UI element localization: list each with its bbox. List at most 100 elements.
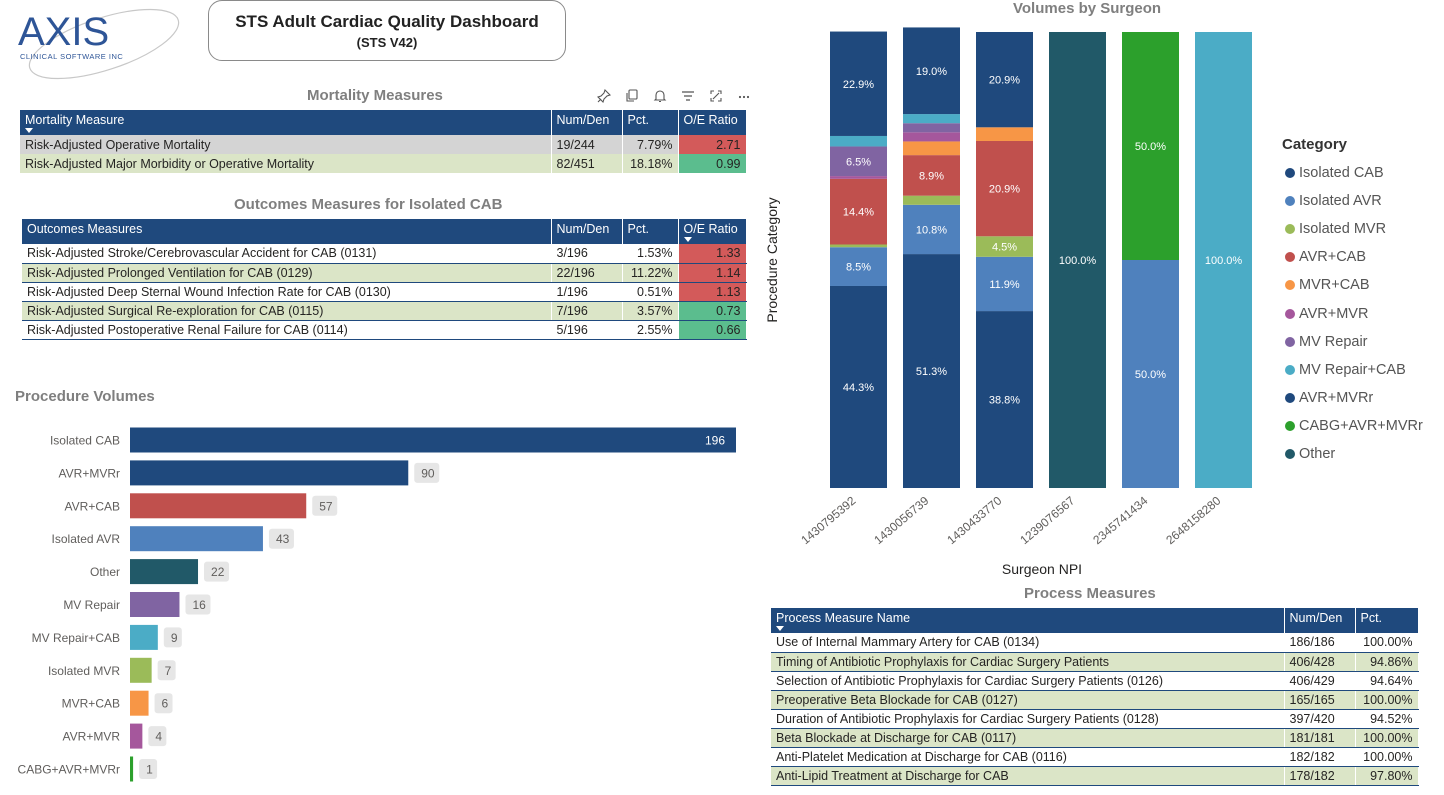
data-label: 196	[705, 434, 725, 448]
bar[interactable]	[130, 624, 158, 650]
table-row[interactable]: Risk-Adjusted Deep Sternal Wound Infecti…	[22, 282, 747, 302]
numden-cell: 22/196	[551, 263, 623, 283]
stacked-bar-segment[interactable]	[830, 247, 887, 286]
col-header-pct[interactable]: Pct.	[622, 110, 679, 135]
col-header-outcomes[interactable]: Outcomes Measures	[22, 219, 552, 244]
table-row[interactable]: Risk-Adjusted Stroke/Cerebrovascular Acc…	[22, 244, 747, 264]
stacked-bar-segment[interactable]	[830, 31, 887, 136]
stacked-bar-segment[interactable]	[1049, 32, 1106, 488]
col-header-pct[interactable]: Pct.	[1355, 608, 1418, 633]
col-header-pct[interactable]: Pct.	[622, 219, 679, 244]
stacked-bar-segment[interactable]	[830, 178, 887, 245]
legend-item[interactable]: Isolated CAB	[1282, 159, 1442, 187]
stacked-bar-segment[interactable]	[830, 244, 887, 248]
legend-item[interactable]: MV Repair+CAB	[1282, 356, 1442, 384]
table-row[interactable]: Anti-Platelet Medication at Discharge fo…	[771, 747, 1419, 767]
legend-item[interactable]: MV Repair	[1282, 328, 1442, 356]
data-label: 1	[146, 763, 153, 777]
bar[interactable]	[130, 559, 199, 585]
table-row[interactable]: Timing of Antibiotic Prophylaxis for Car…	[771, 652, 1419, 672]
stacked-bar-segment[interactable]	[976, 256, 1033, 312]
stacked-bar-segment[interactable]	[830, 146, 887, 177]
stacked-bar-segment[interactable]	[976, 236, 1033, 257]
col-header-measure[interactable]: Mortality Measure	[20, 110, 552, 135]
stacked-bar-segment[interactable]	[903, 27, 960, 115]
legend-item[interactable]: MVR+CAB	[1282, 271, 1442, 299]
bell-icon[interactable]	[652, 89, 668, 105]
stacked-bar-segment[interactable]	[1122, 260, 1179, 488]
col-header-process[interactable]: Process Measure Name	[771, 608, 1285, 633]
bar[interactable]	[130, 756, 134, 782]
bar[interactable]	[130, 723, 143, 749]
stacked-bar-segment[interactable]	[830, 135, 887, 147]
y-axis-title: Procedure Category	[764, 197, 780, 322]
pct-cell: 100.00%	[1355, 728, 1419, 748]
stacked-bar-segment[interactable]	[830, 176, 887, 179]
table-row[interactable]: Anti-Lipid Treatment at Discharge for CA…	[771, 766, 1419, 786]
legend-label: AVR+CAB	[1299, 249, 1367, 266]
stacked-bar-segment[interactable]	[903, 123, 960, 133]
table-row[interactable]: Selection of Antibiotic Prophylaxis for …	[771, 671, 1419, 691]
stacked-bar-segment[interactable]	[903, 141, 960, 156]
numden-cell: 406/429	[1284, 671, 1356, 691]
table-row[interactable]: Risk-Adjusted Major Morbidity or Operati…	[20, 154, 747, 173]
table-row[interactable]: Duration of Antibiotic Prophylaxis for C…	[771, 709, 1419, 729]
numden-cell: 181/181	[1284, 728, 1356, 748]
table-row[interactable]: Risk-Adjusted Surgical Re-exploration fo…	[22, 301, 747, 321]
legend-item[interactable]: AVR+MVRr	[1282, 384, 1442, 412]
stacked-bar-segment[interactable]	[903, 155, 960, 196]
stacked-bar-segment[interactable]	[976, 127, 1033, 141]
table-row[interactable]: Risk-Adjusted Operative Mortality 19/244 7…	[20, 135, 747, 154]
bar[interactable]	[130, 592, 180, 617]
col-header-numden[interactable]: Num/Den	[551, 110, 623, 135]
stacked-bar-segment[interactable]	[903, 195, 960, 205]
stacked-bar-segment[interactable]	[903, 114, 960, 124]
legend-label: CABG+AVR+MVRr	[1299, 417, 1423, 434]
legend-marker	[1285, 308, 1295, 319]
bar[interactable]	[130, 690, 149, 716]
stacked-bar-segment[interactable]	[1122, 32, 1179, 260]
data-label: 90	[421, 466, 435, 480]
stacked-bar-segment[interactable]	[830, 285, 887, 488]
chart-legend: Category Isolated CAB Isolated AVR Isolate…	[1282, 136, 1442, 468]
legend-item[interactable]: Isolated AVR	[1282, 187, 1442, 215]
stacked-bar-segment[interactable]	[976, 140, 1033, 237]
copy-icon[interactable]	[624, 89, 640, 105]
bar[interactable]	[130, 493, 307, 519]
table-row[interactable]: Risk-Adjusted Prolonged Ventilation for …	[22, 263, 747, 283]
table-row[interactable]: Risk-Adjusted Postoperative Renal Failur…	[22, 320, 747, 340]
stacked-bar-segment[interactable]	[1195, 32, 1252, 488]
legend-item[interactable]: CABG+AVR+MVRr	[1282, 412, 1442, 440]
stacked-bar-segment[interactable]	[976, 311, 1033, 488]
col-header-numden[interactable]: Num/Den	[1284, 608, 1356, 633]
measure-name-cell: Beta Blockade at Discharge for CAB (0117…	[771, 728, 1285, 748]
bar[interactable]	[130, 427, 736, 453]
col-header-oe[interactable]: O/E Ratio	[678, 219, 746, 244]
legend-item[interactable]: Other	[1282, 440, 1442, 468]
stacked-bar-segment[interactable]	[976, 32, 1033, 128]
logo-brand: AXIS	[18, 10, 109, 54]
stacked-bar-segment[interactable]	[903, 132, 960, 142]
outcomes-table: Outcomes Measures Num/Den Pct. O/E Ratio…	[22, 219, 747, 340]
legend-marker	[1285, 392, 1295, 403]
stacked-bar-segment[interactable]	[903, 204, 960, 255]
col-header-oe[interactable]: O/E Ratio	[678, 110, 746, 135]
stacked-bar-segment[interactable]	[903, 254, 960, 488]
legend-item[interactable]: AVR+MVR	[1282, 299, 1442, 327]
bar[interactable]	[130, 526, 263, 552]
legend-marker	[1285, 336, 1295, 347]
measure-name-cell: Risk-Adjusted Deep Sternal Wound Infecti…	[22, 282, 552, 302]
bar[interactable]	[130, 657, 152, 683]
dashboard-title-box: STS Adult Cardiac Quality Dashboard (STS…	[208, 0, 566, 61]
legend-item[interactable]: Isolated MVR	[1282, 215, 1442, 243]
filter-icon[interactable]	[680, 89, 696, 105]
table-row[interactable]: Use of Internal Mammary Artery for CAB (…	[771, 633, 1419, 653]
table-row[interactable]: Beta Blockade at Discharge for CAB (0117…	[771, 728, 1419, 748]
bar[interactable]	[130, 460, 409, 486]
more-icon[interactable]	[736, 89, 752, 105]
pin-icon[interactable]	[596, 88, 612, 105]
expand-icon[interactable]	[708, 89, 724, 105]
legend-item[interactable]: AVR+CAB	[1282, 243, 1442, 271]
table-row[interactable]: Preoperative Beta Blockade for CAB (0127…	[771, 690, 1419, 710]
col-header-numden[interactable]: Num/Den	[551, 219, 623, 244]
